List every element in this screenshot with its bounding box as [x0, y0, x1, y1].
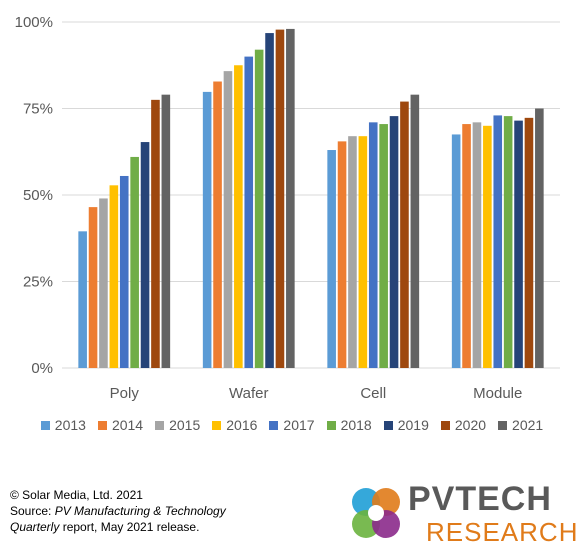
bar-wafer-2015 — [223, 71, 233, 368]
x-category-label: Wafer — [229, 385, 268, 402]
bar-poly-2019 — [140, 142, 150, 368]
legend-swatch — [326, 420, 336, 430]
bar-cell-2015 — [348, 136, 357, 368]
bar-chart: 0% 25% 50% 75% 100% Poly Wafer Cell Module — [15, 14, 560, 402]
x-axis-categories: Poly Wafer Cell Module — [110, 385, 523, 402]
bar-wafer-2021 — [286, 28, 295, 368]
logo-flower-icon — [352, 488, 400, 538]
bar-wafer-2017 — [244, 56, 254, 368]
logo-main-text: PVTECH — [408, 480, 552, 518]
bar-module-2016 — [483, 125, 492, 368]
legend-label: 2014 — [111, 417, 144, 433]
y-tick-label: 0% — [31, 360, 53, 377]
chart-legend: 2013 2014 2015 2016 2017 2018 2019 2020 2021 — [0, 414, 584, 436]
legend-swatch — [97, 420, 107, 430]
bar-module-2017 — [493, 115, 503, 368]
bar-wafer-2014 — [213, 81, 222, 369]
legend-item: 2017 — [269, 414, 315, 436]
legend-item: 2015 — [155, 414, 200, 436]
legend-swatch — [383, 420, 393, 430]
legend-label: 2018 — [340, 417, 372, 433]
source-prefix: Source: — [10, 504, 55, 518]
y-axis-ticks: 0% 25% 50% 75% 100% — [15, 14, 53, 377]
legend-swatch — [155, 420, 165, 430]
bar-wafer-2018 — [254, 49, 264, 369]
bar-wafer-2020 — [275, 29, 285, 368]
bar-module-2020 — [524, 117, 534, 368]
x-category-label: Poly — [110, 385, 140, 402]
bar-poly-2014 — [88, 207, 98, 368]
legend-label: 2021 — [512, 417, 544, 433]
bars — [78, 28, 544, 369]
bar-cell-2014 — [337, 141, 347, 368]
bar-module-2013 — [451, 134, 461, 368]
bar-wafer-2016 — [234, 65, 243, 368]
legend-label: 2016 — [226, 417, 258, 433]
y-tick-label: 50% — [23, 187, 53, 204]
legend-swatch — [440, 420, 450, 430]
bar-cell-2018 — [379, 124, 388, 368]
bar-poly-2018 — [130, 156, 139, 368]
source-title: PV Manufacturing & Technology — [54, 504, 226, 518]
source-release: report, May 2021 release. — [59, 520, 200, 534]
y-tick-label: 75% — [23, 101, 53, 118]
legend-item: 2019 — [383, 414, 429, 436]
source-line: Source: PV Manufacturing & Technology — [10, 503, 226, 519]
y-tick-label: 100% — [15, 14, 53, 31]
legend-swatch — [40, 420, 50, 430]
legend-item: 2020 — [440, 414, 487, 436]
logo-sub-text: RESEARCH — [426, 517, 579, 547]
source-line-2: Quarterly report, May 2021 release. — [10, 519, 226, 535]
legend-item: 2013 — [40, 414, 86, 436]
bar-poly-2015 — [99, 198, 108, 368]
bar-module-2018 — [503, 116, 513, 368]
bar-poly-2013 — [78, 231, 87, 368]
bar-cell-2013 — [327, 150, 336, 368]
legend-label: 2020 — [454, 417, 487, 433]
x-category-label: Module — [473, 385, 522, 402]
legend-item: 2018 — [326, 414, 372, 436]
bar-cell-2017 — [368, 122, 378, 368]
legend-label: 2017 — [283, 417, 315, 433]
bar-wafer-2019 — [265, 33, 274, 369]
bar-wafer-2013 — [202, 91, 212, 368]
legend-item: 2016 — [212, 414, 257, 436]
bar-cell-2020 — [400, 101, 409, 368]
legend-label: 2019 — [397, 417, 429, 433]
pvtech-research-logo: PVTECH RESEARCH — [342, 480, 578, 550]
bar-poly-2021 — [161, 94, 171, 368]
bar-module-2019 — [514, 120, 523, 368]
y-tick-label: 25% — [23, 274, 53, 291]
legend-swatch — [269, 420, 279, 430]
x-category-label: Cell — [360, 385, 386, 402]
legend-swatch — [212, 420, 222, 430]
legend-swatch — [498, 420, 508, 430]
copyright-footer: © Solar Media, Ltd. 2021 Source: PV Manu… — [10, 487, 226, 535]
legend-label: 2013 — [54, 417, 86, 433]
bar-module-2021 — [535, 108, 544, 368]
bar-cell-2021 — [410, 94, 420, 368]
bar-cell-2016 — [358, 136, 368, 368]
bar-poly-2020 — [151, 99, 160, 368]
legend-item: 2021 — [498, 414, 543, 436]
bar-module-2015 — [472, 122, 482, 368]
bar-poly-2016 — [109, 185, 119, 368]
source-title-cont: Quarterly — [10, 520, 60, 534]
bar-module-2014 — [462, 124, 471, 368]
bar-cell-2019 — [389, 116, 399, 368]
legend-item: 2014 — [97, 414, 144, 436]
bar-poly-2017 — [119, 175, 129, 368]
legend-label: 2015 — [169, 417, 201, 433]
copyright-line: © Solar Media, Ltd. 2021 — [10, 488, 143, 502]
